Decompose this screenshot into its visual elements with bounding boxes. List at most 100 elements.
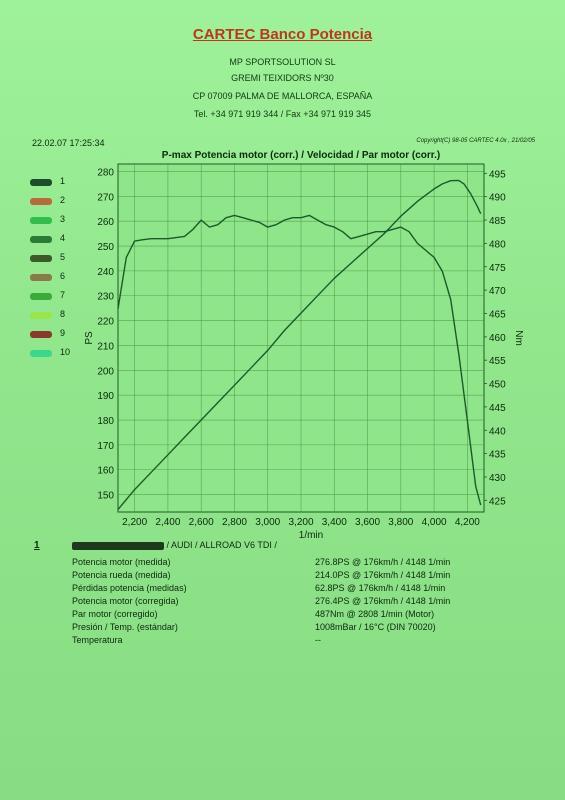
legend-label: 8 <box>60 309 66 319</box>
y-tick-label: 190 <box>97 391 114 402</box>
y-tick-label: 280 <box>97 167 114 178</box>
y2-tick-label: 465 <box>489 309 506 320</box>
legend-item-10: 10 <box>30 347 90 361</box>
vehicle-model: / AUDI / ALLROAD V6 TDI / <box>166 540 277 550</box>
y-tick-label: 180 <box>97 416 114 427</box>
results-row: Potencia motor (medida) 276.8PS @ 176km/h… <box>72 557 532 569</box>
y2-axis-label: Nm <box>513 330 524 346</box>
legend-item-4: 4 <box>30 233 90 247</box>
run-number: 1 <box>34 540 40 551</box>
legend-swatch <box>30 350 52 357</box>
torque-series-line <box>117 214 482 506</box>
legend-item-5: 5 <box>30 252 90 266</box>
legend-swatch <box>30 331 52 338</box>
legend-item-9: 9 <box>30 328 90 342</box>
y2-tick-label: 470 <box>489 286 506 297</box>
results-label: Presión / Temp. (estándar) <box>72 622 178 632</box>
y-tick-label: 230 <box>97 292 114 303</box>
results-row: Pérdidas potencia (medidas) 62.8PS @ 176k… <box>72 583 532 595</box>
results-value: 487Nm @ 2808 1/min (Motor) <box>315 609 435 619</box>
y2-tick-label: 475 <box>489 263 506 274</box>
y-tick-label: 270 <box>97 192 114 203</box>
y2-tick-label: 430 <box>489 473 506 484</box>
results-row: Temperatura -- <box>72 635 532 647</box>
y-tick-label: 150 <box>97 491 114 502</box>
y2-tick-label: 440 <box>489 426 506 437</box>
report-title: CARTEC Banco Potencia <box>192 26 373 43</box>
results-value: 276.8PS @ 176km/h / 4148 1/min <box>315 557 451 567</box>
y2-tick-label: 480 <box>489 239 506 250</box>
legend-label: 10 <box>60 347 71 357</box>
chart-title: P-max Potencia motor (corr.) / Velocidad… <box>161 150 441 161</box>
x-tick-label: 4,000 <box>422 517 447 528</box>
company-city: CP 07009 PALMA DE MALLORCA, ESPAÑA <box>192 91 373 101</box>
y2-tick-label: 450 <box>489 380 506 391</box>
legend-item-8: 8 <box>30 309 90 323</box>
y2-tick-label: 445 <box>489 403 506 414</box>
legend-label: 4 <box>60 233 66 243</box>
report-datetime: 22.02.07 17:25:34 <box>32 138 105 148</box>
results-value: 1008mBar / 16°C (DIN 70020) <box>315 622 436 632</box>
results-row: Par motor (corregido) 487Nm @ 2808 1/min … <box>72 609 532 621</box>
x-tick-label: 3,600 <box>355 517 380 528</box>
results-value: -- <box>315 635 321 645</box>
x-tick-label: 3,800 <box>388 517 413 528</box>
y2-tick-label: 495 <box>489 169 506 180</box>
y-tick-label: 200 <box>97 366 114 377</box>
y-tick-label: 210 <box>97 341 114 352</box>
legend-swatch <box>30 217 52 224</box>
x-tick-label: 2,400 <box>155 517 180 528</box>
results-value: 276.4PS @ 176km/h / 4148 1/min <box>315 596 451 606</box>
x-tick-label: 4,200 <box>455 517 480 528</box>
x-tick-label: 2,200 <box>122 517 147 528</box>
legend-label: 5 <box>60 252 66 262</box>
legend-label: 2 <box>60 195 66 205</box>
legend-swatch <box>30 236 52 243</box>
results-label: Potencia motor (medida) <box>72 557 171 567</box>
company-name: MP SPORTSOLUTION SL <box>229 57 336 67</box>
y2-tick-label: 425 <box>489 496 506 507</box>
legend-swatch <box>30 312 52 319</box>
results-row: Potencia rueda (medida) 214.0PS @ 176km/h… <box>72 570 532 582</box>
y2-tick-label: 435 <box>489 450 506 461</box>
legend-swatch <box>30 179 52 186</box>
legend-label: 7 <box>60 290 66 300</box>
power-series-line <box>117 179 482 510</box>
legend-swatch <box>30 255 52 262</box>
legend-item-7: 7 <box>30 290 90 304</box>
x-axis-label: 1/min <box>299 530 323 541</box>
legend-label: 9 <box>60 328 66 338</box>
legend-item-6: 6 <box>30 271 90 285</box>
legend-swatch <box>30 274 52 281</box>
y2-tick-label: 490 <box>489 193 506 204</box>
y2-tick-label: 455 <box>489 356 506 367</box>
legend-swatch <box>30 198 52 205</box>
vehicle-line: / AUDI / ALLROAD V6 TDI / <box>72 540 277 550</box>
legend-label: 1 <box>60 176 66 186</box>
results-row: Potencia motor (corregida) 276.4PS @ 176k… <box>72 596 532 608</box>
y-tick-label: 240 <box>97 267 114 278</box>
x-tick-label: 3,200 <box>288 517 313 528</box>
company-phone: Tel. +34 971 919 344 / Fax +34 971 919 3… <box>193 109 372 119</box>
results-label: Par motor (corregido) <box>72 609 158 619</box>
y2-tick-label: 460 <box>489 333 506 344</box>
results-label: Pérdidas potencia (medidas) <box>72 583 187 593</box>
copyright-note: Copyright(C) 98-05 CARTEC 4.0x , 21/02/0… <box>416 138 535 144</box>
x-tick-label: 3,000 <box>255 517 280 528</box>
legend-swatch <box>30 293 52 300</box>
results-label: Temperatura <box>72 635 123 645</box>
results-row: Presión / Temp. (estándar) 1008mBar / 16°… <box>72 622 532 634</box>
results-value: 62.8PS @ 176km/h / 4148 1/min <box>315 583 446 593</box>
legend-label: 3 <box>60 214 66 224</box>
legend-item-1: 1 <box>30 176 90 190</box>
legend-item-2: 2 <box>30 195 90 209</box>
y-tick-label: 250 <box>97 242 114 253</box>
x-tick-label: 2,600 <box>189 517 214 528</box>
y-tick-label: 160 <box>97 466 114 477</box>
x-tick-label: 2,800 <box>222 517 247 528</box>
y-tick-label: 170 <box>97 441 114 452</box>
y2-tick-label: 485 <box>489 216 506 227</box>
y-tick-label: 260 <box>97 217 114 228</box>
